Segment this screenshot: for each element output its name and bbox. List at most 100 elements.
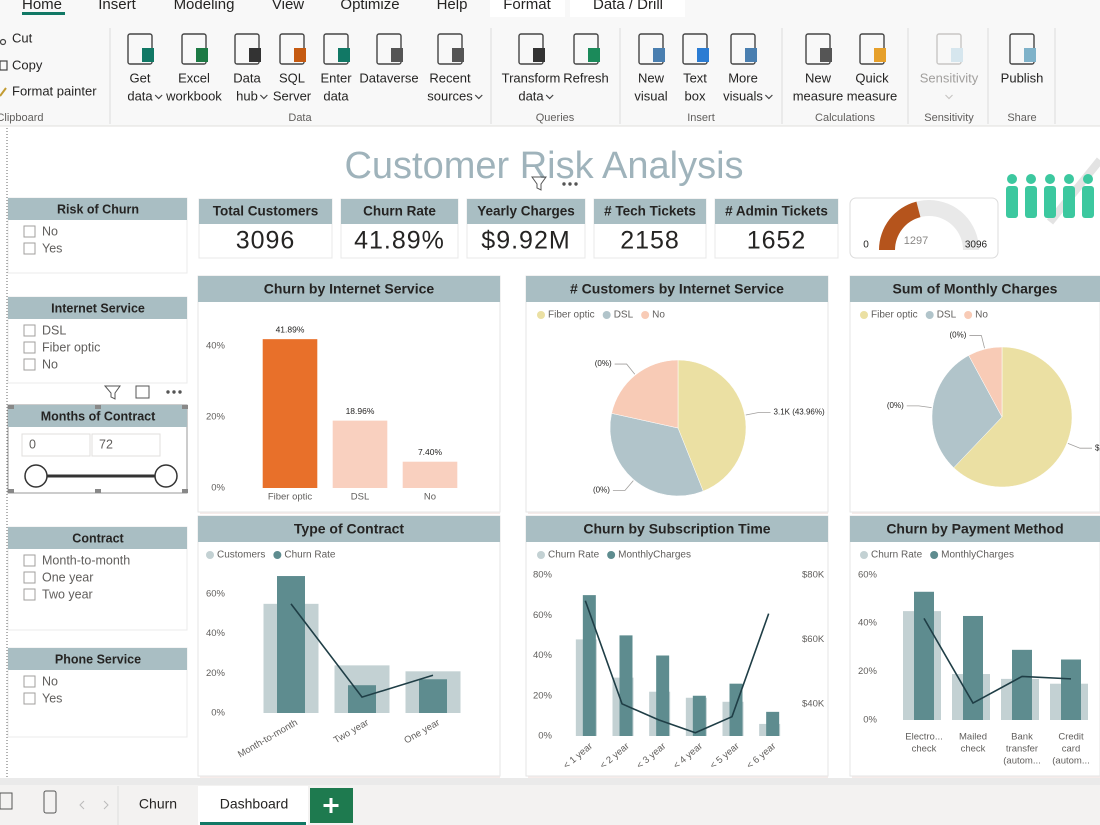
legend-label[interactable]: DSL bbox=[614, 310, 634, 321]
ribbon-tab[interactable]: Optimize bbox=[340, 0, 399, 13]
ribbon-button-label[interactable]: New bbox=[805, 70, 832, 85]
checkbox[interactable] bbox=[23, 225, 36, 238]
checkbox[interactable] bbox=[23, 341, 36, 354]
ribbon-button-label[interactable]: Excel bbox=[178, 70, 210, 85]
ribbon-button-label[interactable]: visuals bbox=[723, 88, 763, 103]
ribbon-button-label[interactable]: visual bbox=[634, 88, 667, 103]
ribbon-tab[interactable]: Insert bbox=[98, 0, 136, 13]
ribbon-button-label[interactable]: Transform bbox=[502, 70, 561, 85]
bar[interactable] bbox=[419, 679, 447, 713]
slicer-option[interactable]: Month-to-month bbox=[42, 553, 130, 567]
bar[interactable] bbox=[277, 576, 305, 713]
legend-label[interactable]: No bbox=[652, 310, 665, 321]
pie-slice[interactable] bbox=[968, 346, 1003, 418]
range-input[interactable] bbox=[91, 433, 161, 457]
page-tab[interactable]: Churn bbox=[139, 796, 177, 812]
ribbon-button-label[interactable]: Get bbox=[130, 70, 151, 85]
slicer-option[interactable]: One year bbox=[42, 570, 93, 584]
pie-slice[interactable] bbox=[677, 359, 747, 492]
ribbon-button-label[interactable]: box bbox=[685, 88, 706, 103]
ribbon-button-label[interactable]: Recent bbox=[429, 70, 471, 85]
bar[interactable] bbox=[402, 461, 458, 488]
ribbon-button-label[interactable]: data bbox=[127, 88, 153, 103]
slider-handle[interactable] bbox=[24, 464, 48, 488]
ribbon-tab[interactable]: Home bbox=[22, 0, 62, 13]
slider-handle[interactable] bbox=[154, 464, 178, 488]
ribbon-tab[interactable]: View bbox=[272, 0, 304, 13]
checkbox[interactable] bbox=[23, 675, 36, 688]
ribbon-button-label[interactable]: workbook bbox=[165, 88, 222, 103]
checkbox[interactable] bbox=[23, 554, 36, 567]
ribbon-button-label[interactable]: More bbox=[728, 70, 758, 85]
ribbon-button-label[interactable]: Refresh bbox=[563, 70, 609, 85]
ribbon-button-label[interactable]: data bbox=[518, 88, 544, 103]
legend-label[interactable]: Churn Rate bbox=[284, 550, 336, 561]
ribbon-button-label[interactable]: Server bbox=[273, 88, 312, 103]
checkbox[interactable] bbox=[23, 571, 36, 584]
ribbon-button-label[interactable]: Text bbox=[683, 70, 707, 85]
bar[interactable] bbox=[582, 595, 596, 736]
ribbon-tab[interactable]: Modeling bbox=[174, 0, 235, 13]
filter-icon[interactable] bbox=[531, 176, 547, 191]
slicer-option[interactable]: No bbox=[42, 357, 58, 371]
legend-label[interactable]: Fiber optic bbox=[548, 310, 595, 321]
legend-label[interactable]: No bbox=[975, 310, 988, 321]
slicer-option[interactable]: Two year bbox=[42, 587, 93, 601]
legend-label[interactable]: Churn Rate bbox=[548, 550, 600, 561]
bar[interactable] bbox=[766, 711, 780, 736]
range-input[interactable] bbox=[21, 433, 91, 457]
page-tab[interactable]: Dashboard bbox=[220, 796, 289, 812]
slicer-option[interactable]: No bbox=[42, 674, 58, 688]
legend-label[interactable]: MonthlyCharges bbox=[941, 550, 1014, 561]
bar[interactable] bbox=[1012, 649, 1032, 720]
scroll-arrows[interactable] bbox=[79, 800, 109, 810]
checkbox[interactable] bbox=[23, 242, 36, 255]
bar[interactable] bbox=[332, 420, 388, 488]
ribbon-button-label[interactable]: Cut bbox=[12, 30, 33, 45]
ribbon-button-label[interactable]: measure bbox=[793, 88, 844, 103]
slicer-option[interactable]: Fiber optic bbox=[42, 340, 100, 354]
slicer-option[interactable]: Yes bbox=[42, 691, 62, 705]
legend-label[interactable]: MonthlyCharges bbox=[618, 550, 691, 561]
bar[interactable] bbox=[619, 635, 633, 736]
legend-label[interactable]: Fiber optic bbox=[871, 310, 918, 321]
focus-icon[interactable] bbox=[135, 385, 150, 399]
bar[interactable] bbox=[692, 695, 706, 736]
checkbox[interactable] bbox=[23, 324, 36, 337]
checkbox[interactable] bbox=[23, 692, 36, 705]
desktop-icon[interactable] bbox=[0, 792, 13, 810]
ribbon-button-label[interactable]: measure bbox=[847, 88, 898, 103]
mobile-icon[interactable] bbox=[43, 790, 57, 814]
pie-slice[interactable] bbox=[953, 346, 1073, 488]
checkbox[interactable] bbox=[23, 358, 36, 371]
slicer-option[interactable]: No bbox=[42, 224, 58, 238]
ribbon-button-label[interactable]: SQL bbox=[279, 70, 305, 85]
bar[interactable] bbox=[914, 591, 934, 720]
ribbon-button-label[interactable]: Format painter bbox=[12, 83, 97, 98]
ribbon-button-label[interactable]: data bbox=[323, 88, 349, 103]
ribbon-button-label[interactable]: sources bbox=[427, 88, 473, 103]
ribbon-button-label[interactable]: Publish bbox=[1001, 70, 1044, 85]
ribbon-tab[interactable]: Data / Drill bbox=[593, 0, 663, 13]
bar[interactable] bbox=[348, 685, 376, 713]
legend-label[interactable]: DSL bbox=[937, 310, 957, 321]
bar[interactable] bbox=[963, 615, 983, 720]
bar[interactable] bbox=[656, 655, 670, 737]
ribbon-button-label[interactable]: Enter bbox=[320, 70, 352, 85]
bar[interactable] bbox=[262, 339, 318, 488]
ribbon-tab[interactable]: Format bbox=[503, 0, 551, 13]
filter-icon[interactable] bbox=[103, 385, 121, 400]
checkbox[interactable] bbox=[23, 588, 36, 601]
slicer-option[interactable]: DSL bbox=[42, 323, 66, 337]
ribbon-button-label[interactable]: Dataverse bbox=[359, 70, 418, 85]
legend-label[interactable]: Churn Rate bbox=[871, 550, 923, 561]
ribbon-button-label[interactable]: Data bbox=[233, 70, 261, 85]
bar[interactable] bbox=[1061, 659, 1081, 720]
pie-slice[interactable] bbox=[611, 359, 679, 429]
legend-label[interactable]: Customers bbox=[217, 550, 265, 561]
ribbon-button-label[interactable]: hub bbox=[236, 88, 258, 103]
ribbon-button-label[interactable]: Copy bbox=[12, 57, 43, 72]
pie-slice[interactable] bbox=[931, 355, 1003, 469]
slicer-option[interactable]: Yes bbox=[42, 241, 62, 255]
pie-slice[interactable] bbox=[609, 413, 704, 497]
